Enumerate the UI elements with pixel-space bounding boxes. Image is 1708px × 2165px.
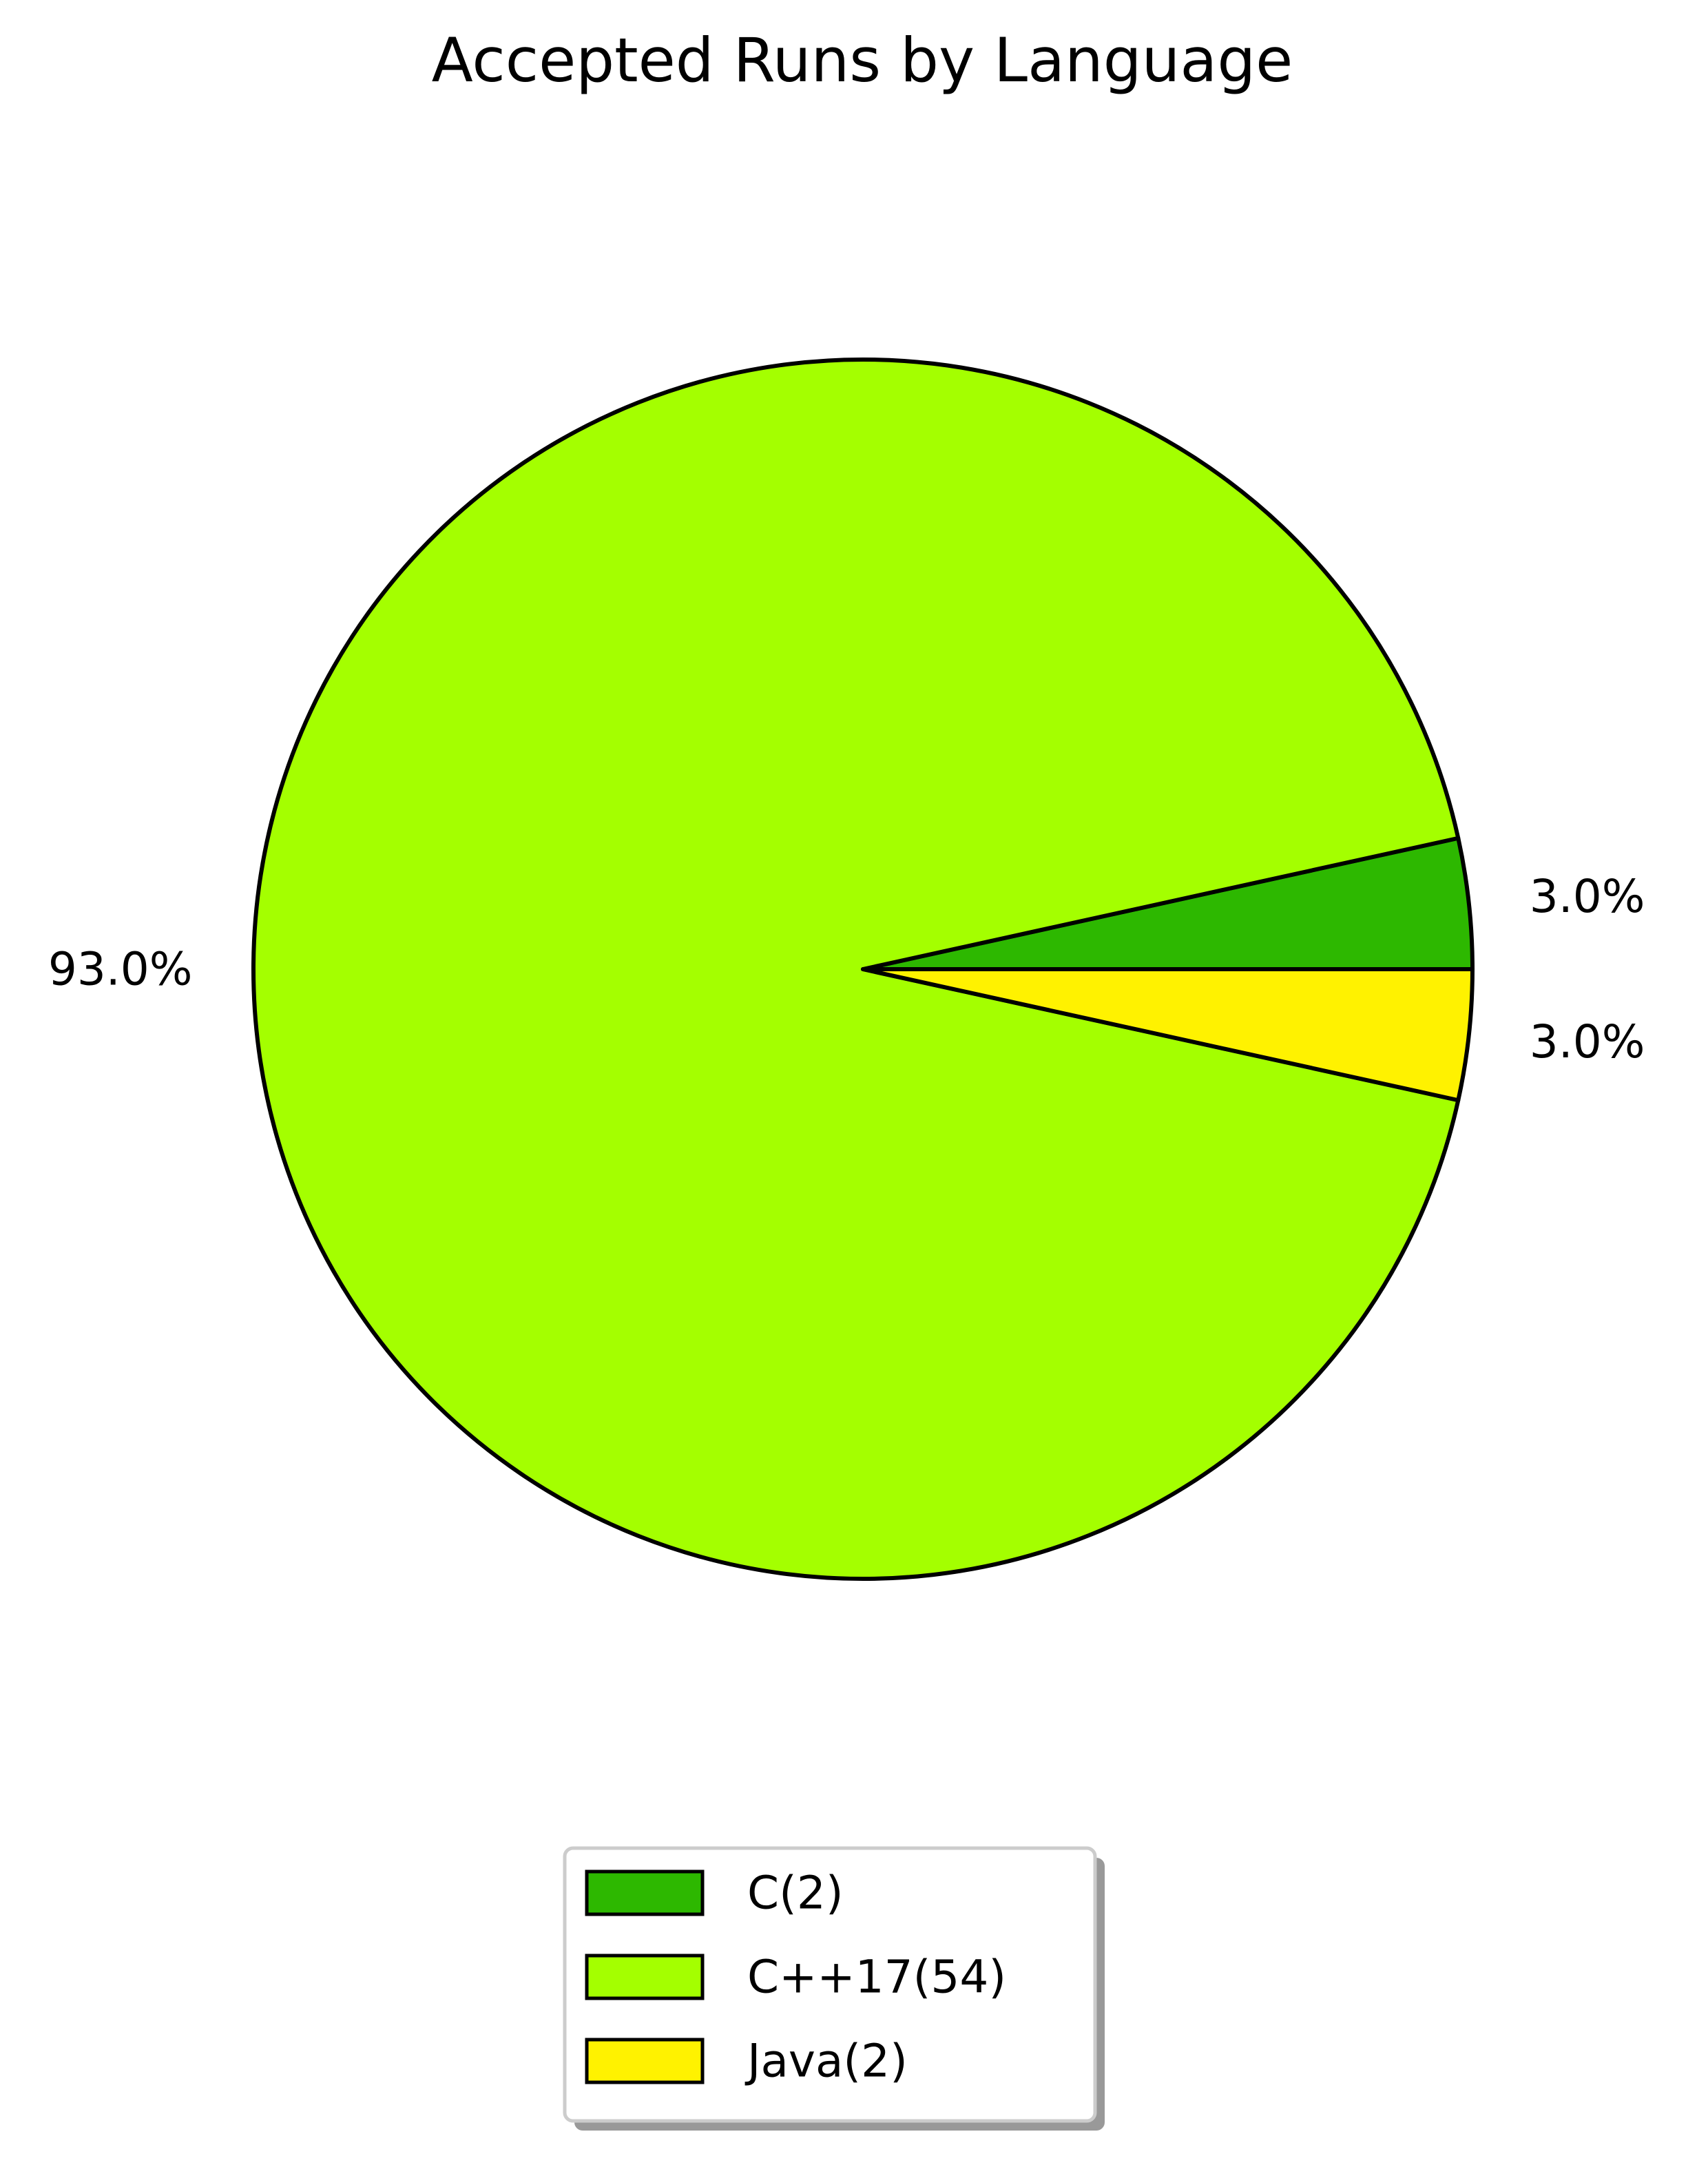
- legend-label-java-2: Java(2): [744, 2035, 908, 2088]
- slice-labels: 3.0% 93.0% 3.0%: [48, 870, 1645, 1068]
- legend-swatch-c-2: [585, 1869, 705, 1916]
- pie-slice-java-2: [861, 967, 1475, 1103]
- slice-percent-label: 3.0%: [1530, 870, 1645, 923]
- legend-swatch-cplusplus17-54: [585, 1954, 705, 2000]
- pie-slice-cplusplus17-54: [251, 358, 1461, 1581]
- chart-title: Accepted Runs by Language: [432, 25, 1293, 96]
- pie-slices: [251, 358, 1475, 1581]
- legend-swatch-java-2: [585, 2038, 705, 2084]
- legend: C(2) C++17(54) Java(2): [563, 1846, 1105, 2131]
- slice-percent-label: 3.0%: [1530, 1015, 1645, 1068]
- legend-label-cplusplus17-54: C++17(54): [747, 1951, 1006, 2004]
- slice-percent-label: 93.0%: [48, 943, 193, 996]
- legend-label-c-2: C(2): [747, 1867, 844, 1920]
